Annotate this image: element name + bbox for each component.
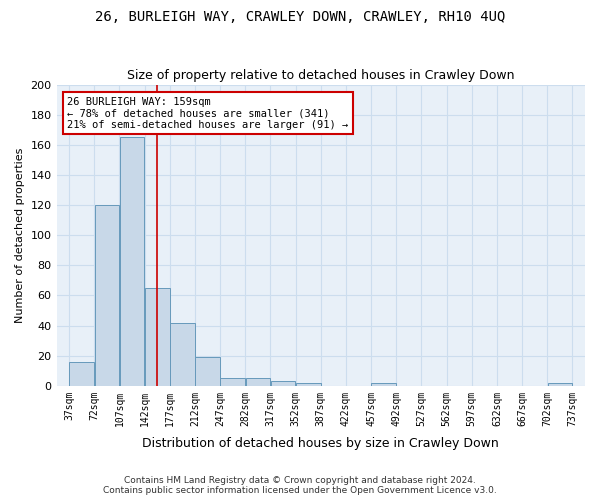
Bar [296, 383, 320, 386]
Text: 26, BURLEIGH WAY, CRAWLEY DOWN, CRAWLEY, RH10 4UQ: 26, BURLEIGH WAY, CRAWLEY DOWN, CRAWLEY,… [95, 10, 505, 24]
Bar [220, 378, 245, 386]
Bar [170, 322, 194, 386]
Text: Contains HM Land Registry data © Crown copyright and database right 2024.
Contai: Contains HM Land Registry data © Crown c… [103, 476, 497, 495]
Bar [145, 288, 170, 386]
Bar [245, 378, 270, 386]
Bar [70, 362, 94, 386]
Bar [271, 382, 295, 386]
Title: Size of property relative to detached houses in Crawley Down: Size of property relative to detached ho… [127, 69, 515, 82]
Bar [371, 383, 396, 386]
Bar [548, 383, 572, 386]
X-axis label: Distribution of detached houses by size in Crawley Down: Distribution of detached houses by size … [142, 437, 499, 450]
Y-axis label: Number of detached properties: Number of detached properties [15, 148, 25, 323]
Text: 26 BURLEIGH WAY: 159sqm
← 78% of detached houses are smaller (341)
21% of semi-d: 26 BURLEIGH WAY: 159sqm ← 78% of detache… [67, 96, 349, 130]
Bar [120, 138, 145, 386]
Bar [95, 205, 119, 386]
Bar [195, 357, 220, 386]
